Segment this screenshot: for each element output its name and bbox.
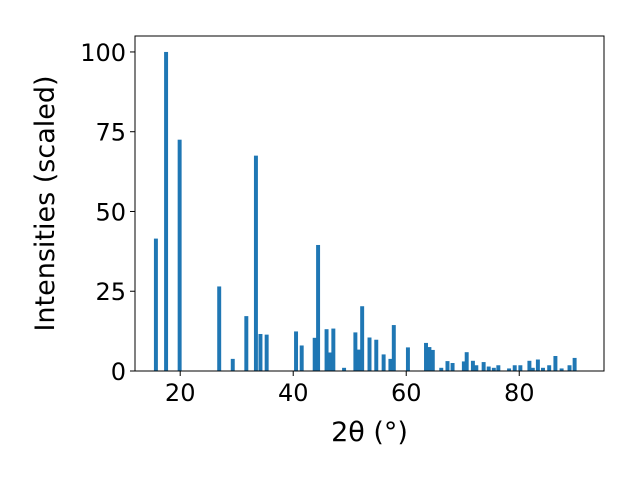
bar-42 <box>518 365 523 371</box>
bar-29 <box>439 367 444 371</box>
bar-22 <box>381 354 386 371</box>
bar-21 <box>374 339 379 371</box>
bar-45 <box>535 359 540 371</box>
bar-9 <box>294 331 299 371</box>
bar-10 <box>299 345 304 371</box>
bar-5 <box>244 316 249 371</box>
x-tick-label-1: 40 <box>278 379 309 407</box>
bar-34 <box>470 360 475 371</box>
bars-group <box>153 51 577 371</box>
bar-44 <box>530 367 535 371</box>
bar-1 <box>164 51 169 371</box>
bar-24 <box>391 325 396 371</box>
bar-7 <box>258 333 263 371</box>
bar-38 <box>491 367 496 371</box>
bar-27 <box>427 347 432 371</box>
bar-46 <box>541 367 545 371</box>
bar-50 <box>567 365 572 371</box>
bar-18 <box>356 349 361 371</box>
bar-33 <box>464 352 469 371</box>
bar-30 <box>445 361 450 371</box>
bar-23 <box>388 358 393 371</box>
bar-40 <box>507 368 512 371</box>
bar-37 <box>486 366 491 371</box>
bar-25 <box>405 347 410 371</box>
bar-51 <box>572 357 577 371</box>
bar-8 <box>264 334 269 371</box>
y-tick-label-4: 100 <box>80 39 126 67</box>
bar-13 <box>324 329 329 371</box>
y-tick-label-3: 75 <box>95 119 126 147</box>
bar-41 <box>512 365 517 371</box>
bar-12 <box>316 244 321 371</box>
bar-14 <box>327 352 332 371</box>
bar-28 <box>430 349 435 371</box>
bar-4 <box>230 358 235 371</box>
y-axis-ticks: 0 25 50 75 100 <box>80 39 135 386</box>
bar-17 <box>353 332 358 371</box>
bar-39 <box>496 365 501 371</box>
x-tick-label-3: 80 <box>504 379 535 407</box>
y-axis-label: Intensities (scaled) <box>30 75 61 331</box>
bar-6 <box>253 155 258 371</box>
bar-20 <box>367 337 372 371</box>
x-axis-ticks: 20 40 60 80 <box>165 371 535 407</box>
x-axis-label: 2θ (°) <box>331 417 408 448</box>
bar-47 <box>547 365 552 371</box>
bar-2 <box>177 139 182 371</box>
bar-35 <box>474 365 479 371</box>
bar-31 <box>450 363 455 371</box>
bar-11 <box>312 337 317 371</box>
y-tick-label-0: 0 <box>111 358 126 386</box>
y-tick-label-1: 25 <box>95 278 126 306</box>
bar-15 <box>331 328 336 371</box>
bar-43 <box>527 360 532 371</box>
bar-3 <box>217 286 222 371</box>
y-tick-label-2: 50 <box>95 198 126 226</box>
x-tick-label-2: 60 <box>391 379 422 407</box>
bar-26 <box>424 342 428 371</box>
bar-0 <box>153 238 158 371</box>
bar-36 <box>481 362 486 371</box>
bar-19 <box>360 306 365 371</box>
bar-48 <box>553 356 558 371</box>
x-tick-label-0: 20 <box>165 379 196 407</box>
plot-frame <box>134 35 605 372</box>
bar-16 <box>342 367 347 371</box>
bar-32 <box>461 361 466 371</box>
bar-49 <box>559 368 564 371</box>
